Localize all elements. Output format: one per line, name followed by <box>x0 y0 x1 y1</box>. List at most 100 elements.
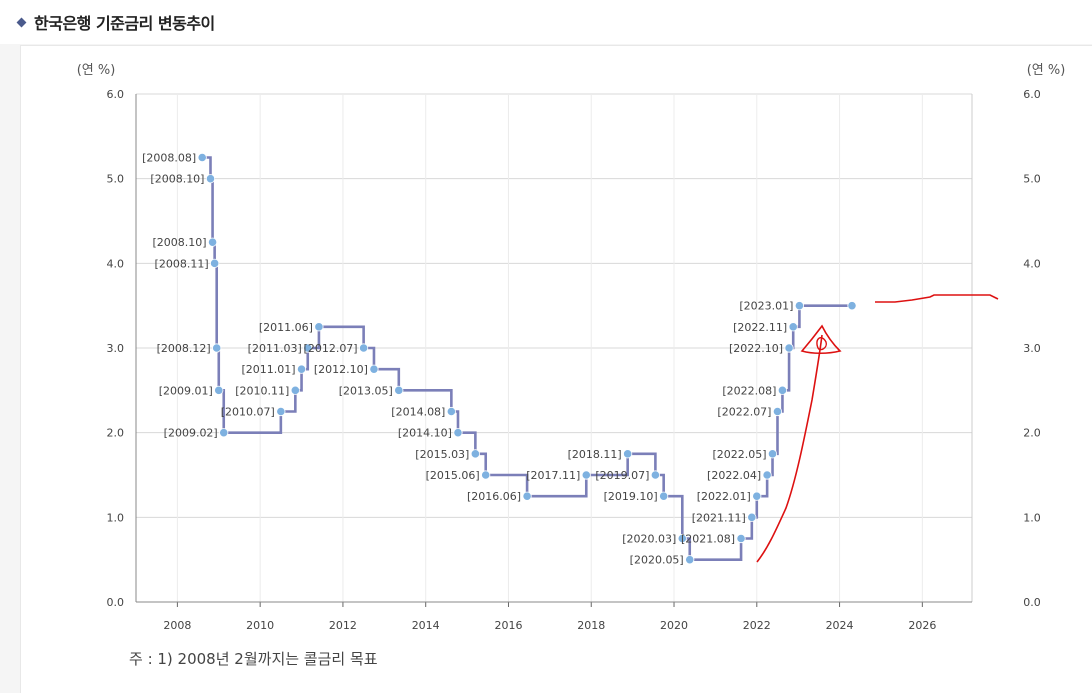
data-point-label: [2009.01] <box>159 384 213 397</box>
rate-step-line <box>202 156 852 561</box>
data-point-label: [2014.08] <box>391 406 445 419</box>
data-point-label: [2020.03] <box>622 533 676 546</box>
axes <box>135 94 973 607</box>
data-point-label: [2022.08] <box>722 384 776 397</box>
data-point-marker <box>453 428 463 438</box>
data-point-label: [2023.01] <box>739 300 793 313</box>
data-point-marker <box>359 343 369 353</box>
y-tick-label-right: 5.0 <box>1023 173 1041 186</box>
data-point-marker <box>788 322 798 332</box>
y-tick-label-right: 3.0 <box>1023 342 1041 355</box>
data-point-label: [2022.11] <box>733 321 787 334</box>
data-point-label: [2022.01] <box>697 490 751 503</box>
handwritten-annotation <box>756 294 999 563</box>
grid-lines <box>136 93 972 602</box>
x-tick-label: 2016 <box>494 619 522 632</box>
annotation-forecast-line <box>875 294 999 303</box>
data-point-label: [2018.11] <box>568 448 622 461</box>
data-point-marker <box>481 470 491 480</box>
data-point-label: [2011.01] <box>241 363 295 376</box>
data-point-marker <box>369 364 379 374</box>
y-tick-label-left: 4.0 <box>107 257 125 270</box>
data-point-marker <box>762 470 772 480</box>
data-point-label: [2015.03] <box>415 448 469 461</box>
data-point-label: [2008.10] <box>152 236 206 249</box>
data-point-label: [2019.07] <box>595 469 649 482</box>
data-markers <box>197 152 857 565</box>
data-point-marker <box>581 470 591 480</box>
x-tick-label: 2010 <box>246 619 274 632</box>
data-point-label: [2014.10] <box>398 427 452 440</box>
data-point-marker <box>276 406 286 417</box>
data-point-label: [2021.11] <box>692 511 746 524</box>
chart-panel <box>20 45 1092 693</box>
data-point-marker <box>777 385 788 395</box>
y-tick-label-left: 0.0 <box>107 596 125 609</box>
data-point-marker <box>784 343 794 353</box>
data-point-label: [2022.04] <box>707 469 761 482</box>
y-tick-label-right: 6.0 <box>1023 88 1041 101</box>
data-point-marker <box>210 258 220 268</box>
data-point-label: [2008.08] <box>142 152 196 165</box>
y-tick-label-left: 1.0 <box>107 511 125 524</box>
data-point-marker <box>752 491 762 501</box>
data-point-marker <box>522 491 532 501</box>
annotation-loop <box>816 337 828 351</box>
data-labels: [2008.08] [2008.10] [2008.10] [2008.11] [200… <box>142 152 793 567</box>
title-wrap: 한국은행 기준금리 변동추이 <box>16 10 215 34</box>
x-tick-label: 2020 <box>660 619 688 632</box>
data-point-label: [2011.06] <box>259 321 313 334</box>
data-point-label: [2013.05] <box>339 384 393 397</box>
data-point-label: [2022.07] <box>717 406 771 419</box>
y-tick-label-right: 1.0 <box>1023 511 1041 524</box>
chart-title: 한국은행 기준금리 변동추이 <box>34 14 215 33</box>
x-tick-label: 2008 <box>163 619 191 632</box>
y-tick-label-right: 2.0 <box>1023 427 1041 440</box>
x-tick-label: 2024 <box>826 619 854 632</box>
data-point-marker <box>650 470 660 480</box>
y-tick-label-right: 4.0 <box>1023 257 1041 270</box>
annotation-triangle <box>800 324 842 355</box>
x-tick-label: 2014 <box>412 619 440 632</box>
data-point-marker <box>659 491 669 501</box>
data-point-marker <box>219 428 229 438</box>
data-point-label: [2012.07] <box>304 342 358 355</box>
data-point-label: [2017.11] <box>526 469 580 482</box>
data-point-marker <box>736 533 746 544</box>
y-tick-label-left: 3.0 <box>107 342 125 355</box>
data-point-marker <box>290 385 300 395</box>
y-axis-unit-right: (연 %) <box>1027 63 1066 78</box>
data-point-marker <box>205 174 216 184</box>
data-point-label: [2012.10] <box>314 363 368 376</box>
data-point-marker <box>747 512 757 522</box>
header-bar: 한국은행 기준금리 변동추이 <box>0 0 1092 44</box>
x-tick-label: 2018 <box>577 619 605 632</box>
data-point-marker <box>772 406 783 417</box>
data-point-label: [2022.10] <box>729 342 783 355</box>
data-point-marker <box>314 322 324 332</box>
data-point-label: [2008.10] <box>150 173 204 186</box>
data-point-marker <box>847 301 857 311</box>
data-point-label: [2010.11] <box>235 384 289 397</box>
data-point-marker <box>197 152 207 163</box>
data-point-marker <box>394 385 404 395</box>
data-point-marker <box>207 237 218 247</box>
data-point-marker <box>214 385 224 395</box>
y-tick-label-left: 5.0 <box>107 173 125 186</box>
data-point-marker <box>303 343 313 353</box>
data-point-marker <box>446 406 456 417</box>
annotation-rise-curve <box>756 334 823 563</box>
data-point-label: [2010.07] <box>221 406 275 419</box>
data-point-marker <box>685 555 695 565</box>
data-point-marker <box>794 301 805 311</box>
y-tick-label-left: 2.0 <box>107 427 125 440</box>
y-tick-label-left: 6.0 <box>107 88 125 101</box>
data-point-label: [2008.12] <box>157 342 211 355</box>
data-point-marker <box>296 364 307 374</box>
data-point-label: [2011.03] <box>248 342 302 355</box>
data-point-label: [2020.05] <box>630 554 684 567</box>
footnote: 주 : 1) 2008년 2월까지는 콜금리 목표 <box>129 650 378 668</box>
data-point-label: [2015.06] <box>426 469 480 482</box>
data-point-label: [2009.02] <box>164 427 218 440</box>
